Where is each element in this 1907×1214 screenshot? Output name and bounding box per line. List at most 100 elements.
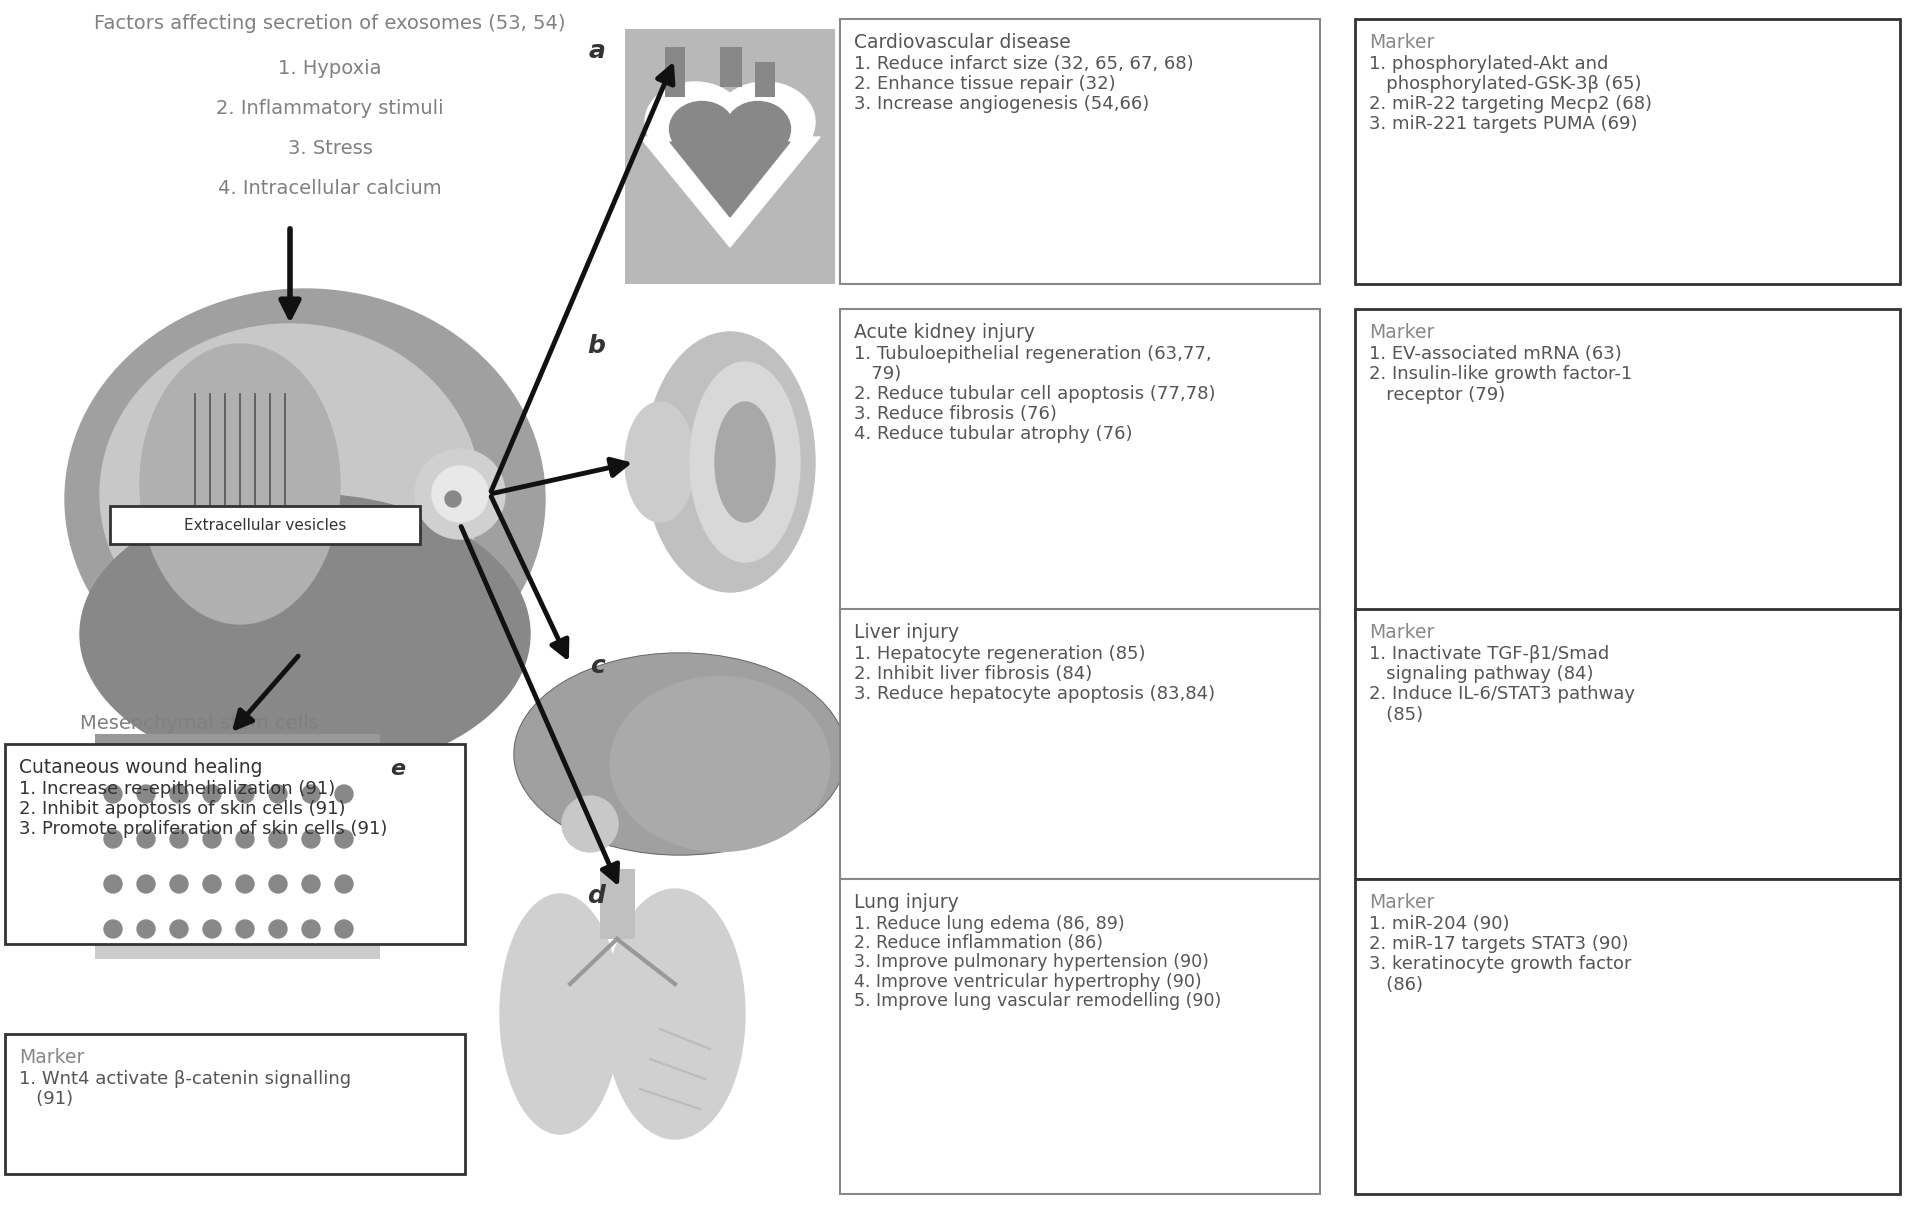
Circle shape	[563, 796, 618, 852]
Bar	[601, 869, 635, 938]
Text: Marker: Marker	[1369, 33, 1434, 52]
Text: Marker: Marker	[19, 1048, 84, 1067]
Text: 1. Tubuloepithelial regeneration (63,77,
   79): 1. Tubuloepithelial regeneration (63,77,…	[854, 345, 1211, 384]
Ellipse shape	[99, 324, 481, 664]
Bar	[1356, 879, 1899, 1195]
Bar	[111, 506, 420, 544]
Text: 2. miR-17 targets STAT3 (90): 2. miR-17 targets STAT3 (90)	[1369, 935, 1629, 953]
Bar	[95, 734, 379, 959]
Text: Cardiovascular disease: Cardiovascular disease	[854, 33, 1070, 52]
Circle shape	[269, 785, 286, 802]
Text: 5. Improve lung vascular remodelling (90): 5. Improve lung vascular remodelling (90…	[854, 992, 1220, 1010]
Circle shape	[236, 830, 254, 849]
Ellipse shape	[690, 362, 801, 562]
Text: 1. Reduce lung edema (86, 89): 1. Reduce lung edema (86, 89)	[854, 914, 1125, 932]
Circle shape	[105, 830, 122, 849]
Bar	[1356, 609, 1899, 879]
Circle shape	[236, 875, 254, 894]
Text: 1. Hepatocyte regeneration (85): 1. Hepatocyte regeneration (85)	[854, 645, 1146, 663]
Text: 1. phosphorylated-Akt and
   phosphorylated-GSK-3β (65): 1. phosphorylated-Akt and phosphorylated…	[1369, 55, 1642, 93]
Ellipse shape	[605, 889, 746, 1139]
Circle shape	[105, 875, 122, 894]
Circle shape	[170, 785, 189, 802]
Bar	[95, 794, 379, 834]
Ellipse shape	[725, 102, 791, 157]
Circle shape	[336, 920, 353, 938]
Text: Mesenchymal stem cells: Mesenchymal stem cells	[80, 714, 318, 733]
Ellipse shape	[715, 83, 814, 161]
Circle shape	[269, 920, 286, 938]
Bar	[839, 879, 1320, 1195]
Text: Marker: Marker	[1369, 894, 1434, 912]
Text: 2. Inhibit liver fibrosis (84): 2. Inhibit liver fibrosis (84)	[854, 665, 1093, 682]
Bar	[6, 744, 465, 944]
Text: 2. miR-22 targeting Mecp2 (68): 2. miR-22 targeting Mecp2 (68)	[1369, 95, 1651, 113]
Circle shape	[202, 830, 221, 849]
Text: 1. Increase re-epithelialization (91): 1. Increase re-epithelialization (91)	[19, 779, 336, 798]
Circle shape	[170, 830, 189, 849]
Text: 3. Reduce fibrosis (76): 3. Reduce fibrosis (76)	[854, 405, 1056, 422]
Bar	[755, 62, 774, 97]
Bar	[6, 1034, 465, 1174]
Text: Extracellular vesicles: Extracellular vesicles	[183, 517, 347, 533]
Circle shape	[336, 830, 353, 849]
Ellipse shape	[610, 676, 830, 851]
Text: 3. Stress: 3. Stress	[288, 138, 372, 158]
Text: 1. EV-associated mRNA (63): 1. EV-associated mRNA (63)	[1369, 345, 1621, 363]
Circle shape	[336, 785, 353, 802]
Text: Marker: Marker	[1369, 623, 1434, 642]
Bar	[839, 19, 1320, 284]
Circle shape	[137, 875, 154, 894]
Circle shape	[301, 830, 320, 849]
Text: 3. Improve pulmonary hypertension (90): 3. Improve pulmonary hypertension (90)	[854, 953, 1209, 971]
Circle shape	[137, 830, 154, 849]
Bar	[95, 734, 379, 804]
Circle shape	[202, 920, 221, 938]
Text: Liver injury: Liver injury	[854, 623, 959, 642]
Circle shape	[202, 875, 221, 894]
Text: 4. Reduce tubular atrophy (76): 4. Reduce tubular atrophy (76)	[854, 425, 1133, 443]
Text: e: e	[391, 759, 404, 779]
Bar	[839, 310, 1320, 619]
Ellipse shape	[139, 344, 339, 624]
Text: Lung injury: Lung injury	[854, 894, 959, 912]
Circle shape	[433, 466, 488, 522]
Circle shape	[301, 875, 320, 894]
Circle shape	[301, 785, 320, 802]
Text: 2. Reduce inflammation (86): 2. Reduce inflammation (86)	[854, 934, 1102, 952]
Text: 3. Increase angiogenesis (54,66): 3. Increase angiogenesis (54,66)	[854, 95, 1150, 113]
Text: Factors affecting secretion of exosomes (53, 54): Factors affecting secretion of exosomes …	[93, 15, 566, 33]
Ellipse shape	[669, 102, 734, 157]
Text: Cutaneous wound healing: Cutaneous wound healing	[19, 758, 263, 777]
Circle shape	[105, 785, 122, 802]
Text: 4. Intracellular calcium: 4. Intracellular calcium	[217, 178, 442, 198]
Bar	[625, 29, 835, 284]
Circle shape	[336, 875, 353, 894]
Circle shape	[170, 875, 189, 894]
Text: 2. Enhance tissue repair (32): 2. Enhance tissue repair (32)	[854, 75, 1116, 92]
Ellipse shape	[625, 402, 694, 522]
Ellipse shape	[715, 402, 774, 522]
Text: c: c	[589, 654, 605, 677]
Text: 1. Reduce infarct size (32, 65, 67, 68): 1. Reduce infarct size (32, 65, 67, 68)	[854, 55, 1194, 73]
Ellipse shape	[645, 331, 814, 592]
Circle shape	[236, 785, 254, 802]
Text: 2. Induce IL-6/STAT3 pathway
   (85): 2. Induce IL-6/STAT3 pathway (85)	[1369, 685, 1634, 724]
Ellipse shape	[500, 894, 620, 1134]
Circle shape	[202, 785, 221, 802]
Text: 3. miR-221 targets PUMA (69): 3. miR-221 targets PUMA (69)	[1369, 115, 1638, 134]
Text: 1. Inactivate TGF-β1/Smad
   signaling pathway (84): 1. Inactivate TGF-β1/Smad signaling path…	[1369, 645, 1610, 683]
Ellipse shape	[645, 83, 746, 161]
Text: 1. Wnt4 activate β-catenin signalling
   (91): 1. Wnt4 activate β-catenin signalling (9…	[19, 1070, 351, 1108]
Text: a: a	[587, 39, 605, 63]
Bar	[666, 47, 685, 97]
Bar	[1356, 310, 1899, 619]
Text: 1. Hypoxia: 1. Hypoxia	[278, 59, 381, 78]
Text: d: d	[587, 884, 605, 908]
Circle shape	[137, 785, 154, 802]
Text: 3. keratinocyte growth factor
   (86): 3. keratinocyte growth factor (86)	[1369, 955, 1632, 994]
Circle shape	[236, 920, 254, 938]
Ellipse shape	[80, 494, 530, 775]
Text: 4. Improve ventricular hypertrophy (90): 4. Improve ventricular hypertrophy (90)	[854, 972, 1201, 991]
Circle shape	[301, 920, 320, 938]
